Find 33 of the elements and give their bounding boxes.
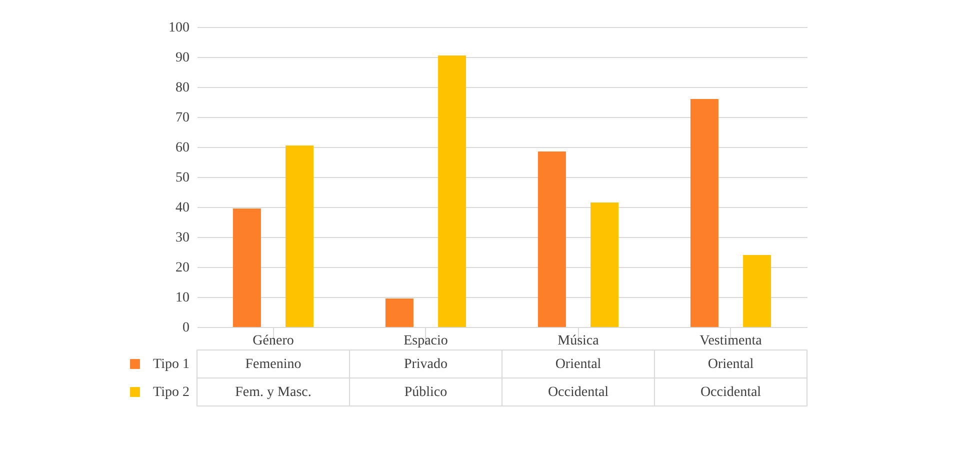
x-tick-label: Música xyxy=(558,334,600,348)
y-tick-label: 10 xyxy=(176,290,190,306)
y-tick-label: 80 xyxy=(176,80,190,96)
bar xyxy=(590,202,619,327)
data-label: Privado xyxy=(404,357,448,372)
legend-label: Tipo 1 xyxy=(153,357,190,372)
y-tick-label: 40 xyxy=(176,200,190,216)
y-tick-label: 50 xyxy=(176,170,190,186)
data-label: Occidental xyxy=(700,385,762,400)
x-tick-label: Género xyxy=(252,334,294,348)
bar xyxy=(385,298,414,327)
bar xyxy=(690,99,718,327)
y-tick-label: 100 xyxy=(168,20,190,36)
y-tick-label: 20 xyxy=(176,260,190,276)
bar xyxy=(538,152,566,327)
bar xyxy=(232,208,261,327)
data-label: Femenino xyxy=(245,357,302,372)
data-label: Occidental xyxy=(548,385,609,400)
x-tick-label: Vestimenta xyxy=(700,334,763,348)
bar xyxy=(286,146,314,327)
data-label: Oriental xyxy=(555,357,602,372)
legend-label: Tipo 2 xyxy=(153,385,190,400)
data-label: Oriental xyxy=(708,357,754,372)
x-tick-label: Espacio xyxy=(404,334,448,348)
y-tick-label: 0 xyxy=(182,320,190,336)
bar xyxy=(743,255,772,327)
y-tick-label: 70 xyxy=(176,110,190,126)
bar xyxy=(438,56,466,327)
y-tick-label: 60 xyxy=(176,140,190,156)
data-label: Público xyxy=(404,385,448,400)
y-tick-label: 30 xyxy=(176,230,190,246)
y-tick-label: 90 xyxy=(176,50,190,66)
data-label: Fem. y Masc. xyxy=(235,385,312,400)
